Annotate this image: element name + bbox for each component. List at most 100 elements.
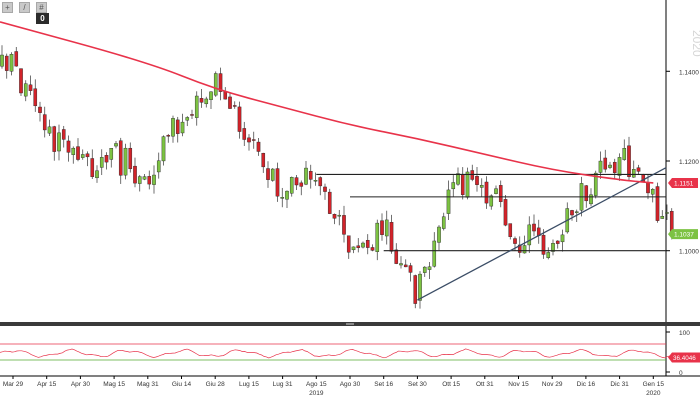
candle-body xyxy=(204,98,209,105)
candle-body xyxy=(432,240,437,267)
candle-body xyxy=(318,177,323,187)
candle-body xyxy=(403,264,408,268)
candle-body xyxy=(171,118,175,137)
candle-body xyxy=(152,174,156,185)
candle-body xyxy=(313,179,318,182)
candle-body xyxy=(560,234,565,243)
candle-body xyxy=(109,148,114,160)
candle-body xyxy=(38,106,42,113)
oscillator-line xyxy=(0,348,673,359)
candle-body xyxy=(237,106,242,132)
candle-body xyxy=(356,245,361,248)
x-year-label-0: 2019 xyxy=(309,390,324,397)
candle-body xyxy=(142,176,147,180)
y-tick-label-1: 1.1200 xyxy=(679,159,699,166)
candle-body xyxy=(128,147,133,170)
x-tick-label-18: Dic 31 xyxy=(610,381,629,388)
candle-body xyxy=(612,161,617,174)
x-tick-label-16: Nov 29 xyxy=(542,381,563,388)
candle-body xyxy=(589,194,593,205)
candle-body xyxy=(66,140,71,153)
candle-body xyxy=(408,265,413,273)
draw-pencil-icon[interactable]: / xyxy=(19,2,30,13)
candle-body xyxy=(209,91,213,100)
osc-y-tick-label-1: 0 xyxy=(679,370,683,377)
candle-body xyxy=(555,240,560,244)
candle-body xyxy=(275,168,280,197)
candle-body xyxy=(247,137,251,143)
candle-body xyxy=(147,176,152,185)
candle-body xyxy=(242,128,247,140)
candle-body xyxy=(593,172,598,196)
candle-body xyxy=(456,173,460,185)
candle-body xyxy=(190,114,194,116)
candle-body xyxy=(71,147,76,155)
candle-body xyxy=(223,91,228,100)
candle-body xyxy=(47,126,52,134)
candle-body xyxy=(380,220,384,235)
x-tick-label-2: Apr 30 xyxy=(71,381,91,388)
x-tick-label-5: Giu 14 xyxy=(172,381,192,388)
candle-body xyxy=(213,73,218,96)
candle-body xyxy=(465,171,470,198)
candle-body xyxy=(527,224,532,246)
candle-body xyxy=(460,174,465,195)
crosshair-icon[interactable]: + xyxy=(2,2,13,13)
candle-body xyxy=(446,189,451,214)
candle-body xyxy=(622,148,627,160)
candle-body xyxy=(199,98,204,103)
x-tick-label-19: Gen 15 xyxy=(643,381,665,388)
candle-body xyxy=(361,242,365,248)
oscillator-value-badge: 36.4046 xyxy=(668,352,700,363)
candle-body xyxy=(42,114,47,131)
candle-body xyxy=(256,141,261,152)
candle-body xyxy=(175,119,180,134)
candle-body xyxy=(294,177,299,186)
candle-body xyxy=(57,132,61,152)
candle-body xyxy=(365,239,370,248)
candle-body xyxy=(660,216,665,219)
candle-body xyxy=(194,95,199,118)
candle-body xyxy=(180,121,185,134)
x-tick-label-7: Lug 15 xyxy=(239,381,259,388)
candle-body xyxy=(4,55,9,71)
candle-body xyxy=(399,263,403,266)
candle-body xyxy=(285,190,289,200)
candle-body xyxy=(0,54,4,67)
candle-body xyxy=(631,169,636,178)
candle-body xyxy=(323,186,327,192)
candle-body xyxy=(185,117,190,121)
candle-body xyxy=(608,164,612,168)
price-badge-1: 1.1037 xyxy=(668,229,698,240)
candle-body xyxy=(251,139,256,141)
candle-body xyxy=(9,53,14,72)
x-year-label-1: 2020 xyxy=(646,390,661,397)
candle-body xyxy=(28,84,33,91)
candle-body xyxy=(232,105,237,107)
settings-icon[interactable]: # xyxy=(36,2,47,13)
candle-body xyxy=(123,147,128,176)
candle-body xyxy=(437,226,441,243)
candle-body xyxy=(327,191,332,214)
candle-body xyxy=(90,158,95,177)
candle-body xyxy=(389,222,394,252)
candle-body xyxy=(289,177,294,194)
candle-body xyxy=(494,188,498,194)
price-badge-0: 1.1151 xyxy=(668,177,698,188)
candle-body xyxy=(299,182,304,187)
candle-body xyxy=(627,145,631,177)
candle-body xyxy=(270,168,275,181)
candle-body xyxy=(570,210,574,216)
osc-y-tick-label-0: 100 xyxy=(679,330,690,337)
candle-body xyxy=(308,171,313,180)
candle-body xyxy=(133,165,137,184)
x-tick-label-15: Nov 15 xyxy=(508,381,529,388)
price-badge-label-0: 1.1151 xyxy=(674,180,694,187)
candle-body xyxy=(95,170,99,179)
candle-body xyxy=(598,160,603,173)
candle-body xyxy=(489,195,494,207)
candle-body xyxy=(228,96,232,109)
candles-group xyxy=(0,45,674,309)
candle-body xyxy=(451,182,456,190)
